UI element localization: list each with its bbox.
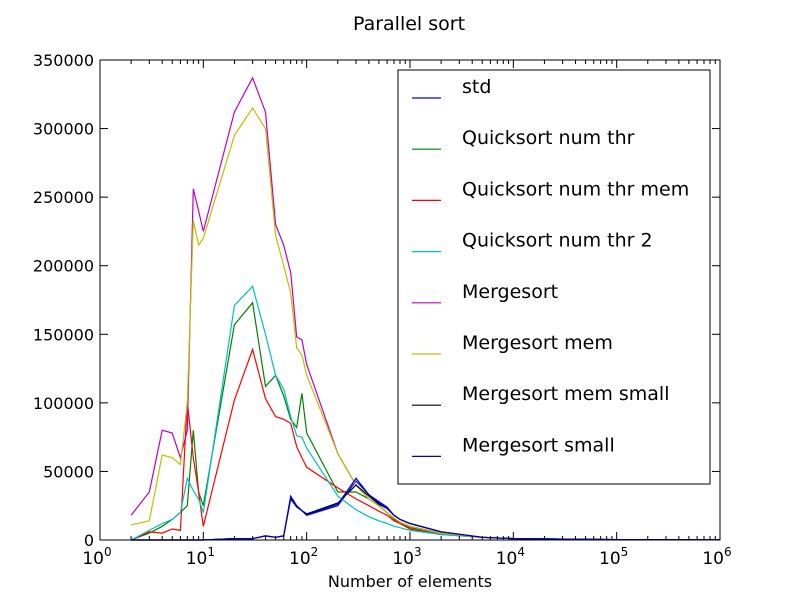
legend-label: Mergesort mem small	[462, 383, 670, 405]
legend-label: Mergesort small	[462, 434, 615, 456]
legend-label: Mergesort mem	[462, 332, 613, 354]
x-tick-label: 106	[702, 545, 731, 569]
x-tick-label: 102	[289, 545, 318, 569]
x-tick-label: 104	[496, 545, 525, 569]
x-tick-exponent: 1	[207, 545, 215, 559]
y-tick-label: 300000	[33, 120, 94, 139]
series-line-2	[130, 301, 721, 541]
x-tick-label: 101	[186, 545, 215, 569]
x-tick-exponent: 0	[104, 545, 112, 559]
y-tick-label: 150000	[33, 325, 94, 344]
x-tick-label: 105	[599, 545, 628, 569]
y-tick-label: 100000	[33, 394, 94, 413]
x-tick-exponent: 5	[621, 545, 629, 559]
series-line-8	[131, 477, 721, 541]
legend-label: Quicksort num thr 2	[462, 230, 653, 252]
y-tick-label: 350000	[33, 51, 94, 70]
legend-box	[397, 69, 711, 485]
x-tick-exponent: 4	[517, 545, 525, 559]
legend: std Quicksort num thr Quicksort num thr me…	[397, 69, 711, 485]
y-tick-label: 50000	[43, 462, 94, 481]
legend-label: std	[462, 76, 491, 98]
x-tick-exponent: 6	[724, 545, 732, 559]
chart-title: Parallel sort	[353, 13, 465, 35]
x-tick-exponent: 3	[414, 545, 422, 559]
y-tick-label: 200000	[33, 257, 94, 276]
legend-label: Mergesort	[462, 281, 558, 303]
x-tick-exponent: 2	[311, 545, 319, 559]
series-line-6	[130, 106, 721, 541]
y-tick-label: 0	[84, 531, 94, 550]
x-tick-label: 103	[392, 545, 421, 569]
legend-label: Quicksort num thr	[462, 127, 635, 149]
y-tick-label: 250000	[33, 188, 94, 207]
legend-label: Quicksort num thr mem	[462, 178, 689, 200]
series-line-4	[130, 285, 721, 541]
x-axis-label: Number of elements	[328, 572, 492, 591]
series-lines	[130, 76, 721, 541]
